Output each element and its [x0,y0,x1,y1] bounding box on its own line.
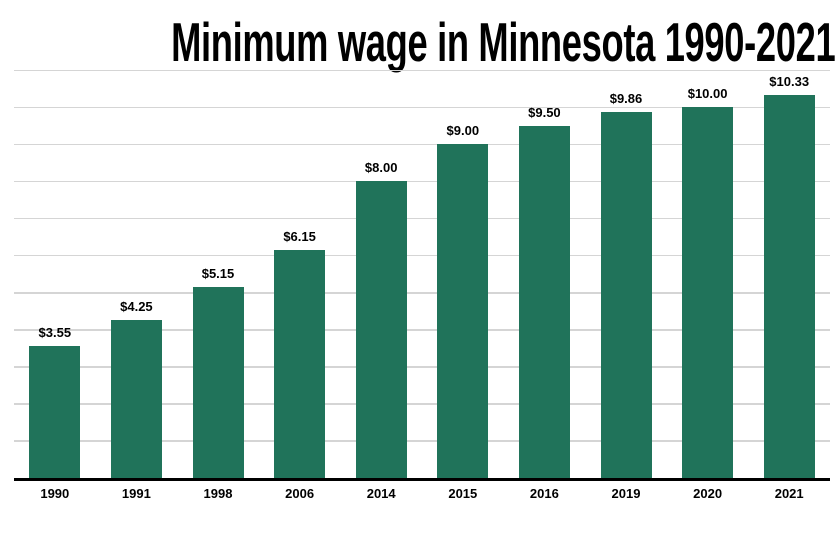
gridline [14,254,830,257]
x-axis-tick-label: 2020 [693,486,723,501]
gridline [14,292,830,294]
gridline [14,143,830,146]
x-axis-tick-label: 1998 [203,486,233,501]
bar [437,144,489,478]
chart-title: Minimum wage in Minnesota 1990-2021 [0,11,840,74]
bar-value-label: $4.25 [120,299,153,315]
gridline [14,329,830,331]
x-axis-tick-label: 2019 [611,486,641,501]
bar [110,320,162,478]
x-axis-tick-label: 2021 [774,486,804,501]
gridline [14,217,830,220]
x-axis-tick-label: 2016 [529,486,559,501]
bar-value-label: $3.55 [38,325,72,341]
x-axis-tick-label: 1991 [121,486,151,501]
bar-value-label: $9.00 [446,123,480,139]
x-axis-tick-label: 2014 [366,486,396,501]
bar [682,107,734,478]
x-axis-tick-label: 2015 [448,486,478,501]
gridline [14,180,830,183]
bar [29,346,81,478]
bar [274,249,326,478]
bar-value-label: $9.86 [609,91,643,107]
bar-value-label: $10.33 [769,73,810,89]
gridline [14,403,830,405]
gridline [14,440,830,442]
plot-area: $3.55 $4.25 $5.15 $6.15 $8.00 $9.00 $9.50 $9.86… [14,69,830,501]
gridline [14,366,830,368]
bar-value-label: $10.00 [687,86,728,102]
x-axis-tick-label: 1990 [40,486,70,501]
bar [600,112,652,478]
bar [518,125,570,478]
bar [192,286,244,478]
bar-value-label: $5.15 [201,265,235,281]
x-axis-line [14,478,830,481]
bar [763,94,815,478]
bar [355,181,407,478]
bar-value-label: $8.00 [364,160,398,176]
chart-title-text: Minimum wage in Minnesota 1990-2021 [171,11,836,73]
gridline [14,106,830,109]
bar-value-label: $6.15 [283,228,316,244]
x-axis-tick-label: 2006 [285,486,315,501]
gridline [14,69,830,71]
bar-value-label: $9.50 [528,104,561,120]
